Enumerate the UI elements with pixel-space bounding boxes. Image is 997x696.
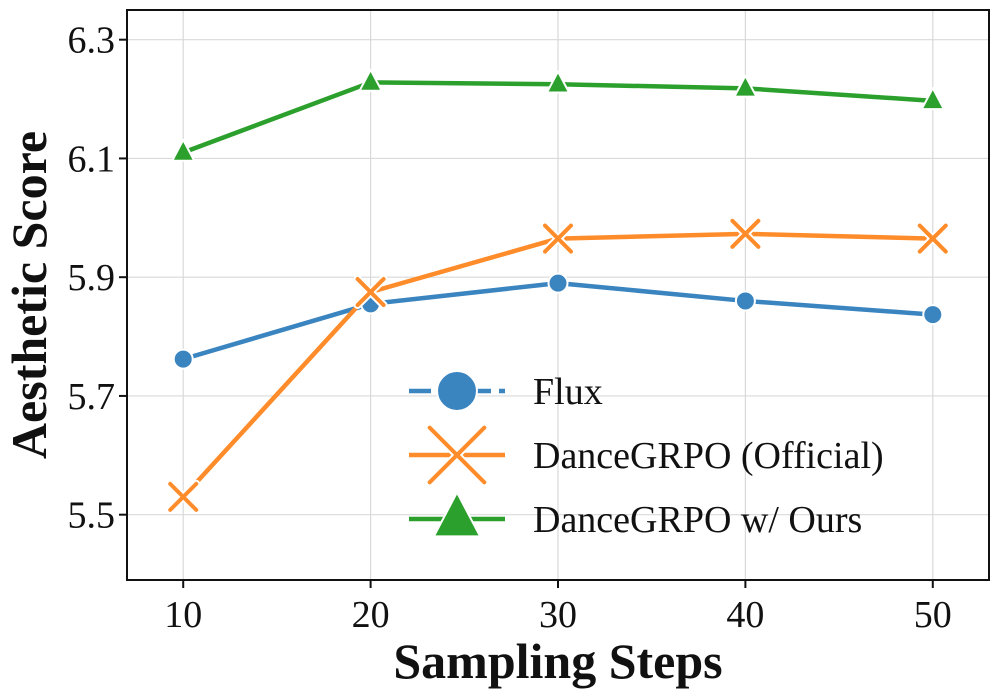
legend-item: Flux bbox=[409, 370, 603, 413]
y-tick-label: 6.3 bbox=[68, 20, 116, 62]
y-tick-label: 5.5 bbox=[68, 495, 116, 537]
data-point bbox=[922, 304, 944, 326]
data-point bbox=[171, 138, 196, 162]
data-point-stroke bbox=[730, 218, 761, 249]
y-tick-label: 5.9 bbox=[68, 257, 116, 299]
data-point bbox=[547, 272, 569, 294]
data-point bbox=[358, 68, 383, 92]
data-point-stroke bbox=[917, 223, 948, 254]
y-tick-label: 5.7 bbox=[68, 376, 116, 418]
series-1 bbox=[172, 272, 944, 370]
legend-marker-stroke bbox=[427, 425, 487, 485]
y-axis-title: Aesthetic Score bbox=[1, 131, 57, 459]
data-point-stroke bbox=[168, 481, 199, 512]
data-point-stroke bbox=[543, 223, 573, 254]
x-tick-label: 50 bbox=[914, 594, 952, 636]
legend-marker bbox=[425, 423, 489, 487]
y-axis-tick-labels: 5.5 5.7 5.9 6.1 6.3 bbox=[68, 20, 116, 537]
series-3 bbox=[171, 68, 945, 162]
data-point bbox=[733, 74, 758, 98]
x-axis-title: Sampling Steps bbox=[393, 633, 722, 689]
data-point bbox=[166, 479, 201, 514]
x-tick-label: 10 bbox=[164, 594, 202, 636]
legend-label: DanceGRPO w/ Ours bbox=[533, 499, 862, 541]
grid bbox=[127, 10, 989, 580]
data-point bbox=[353, 275, 388, 310]
legend-item: DanceGRPO (Official) bbox=[409, 423, 884, 487]
axis-ticks bbox=[119, 38, 934, 588]
data-point bbox=[734, 290, 756, 312]
legend: Flux DanceGRPO (Official) DanceGRPO w/ Our… bbox=[409, 370, 884, 541]
legend-label: DanceGRPO (Official) bbox=[533, 435, 884, 477]
data-point bbox=[920, 87, 945, 111]
legend-marker bbox=[436, 370, 478, 412]
x-tick-label: 30 bbox=[539, 594, 577, 636]
y-tick-label: 6.1 bbox=[68, 138, 116, 180]
series-group bbox=[166, 68, 950, 514]
data-point-stroke bbox=[355, 277, 386, 308]
series-2 bbox=[166, 216, 950, 514]
legend-item: DanceGRPO w/ Ours bbox=[409, 491, 862, 541]
data-point bbox=[915, 221, 950, 256]
data-point bbox=[172, 348, 194, 370]
x-tick-label: 40 bbox=[726, 594, 764, 636]
x-tick-label: 20 bbox=[352, 594, 390, 636]
data-point bbox=[541, 221, 575, 256]
legend-label: Flux bbox=[533, 371, 603, 413]
data-point bbox=[546, 70, 570, 94]
x-axis-tick-labels: 10 20 30 40 50 bbox=[164, 594, 952, 636]
legend-marker bbox=[432, 491, 482, 538]
data-point bbox=[728, 216, 763, 251]
